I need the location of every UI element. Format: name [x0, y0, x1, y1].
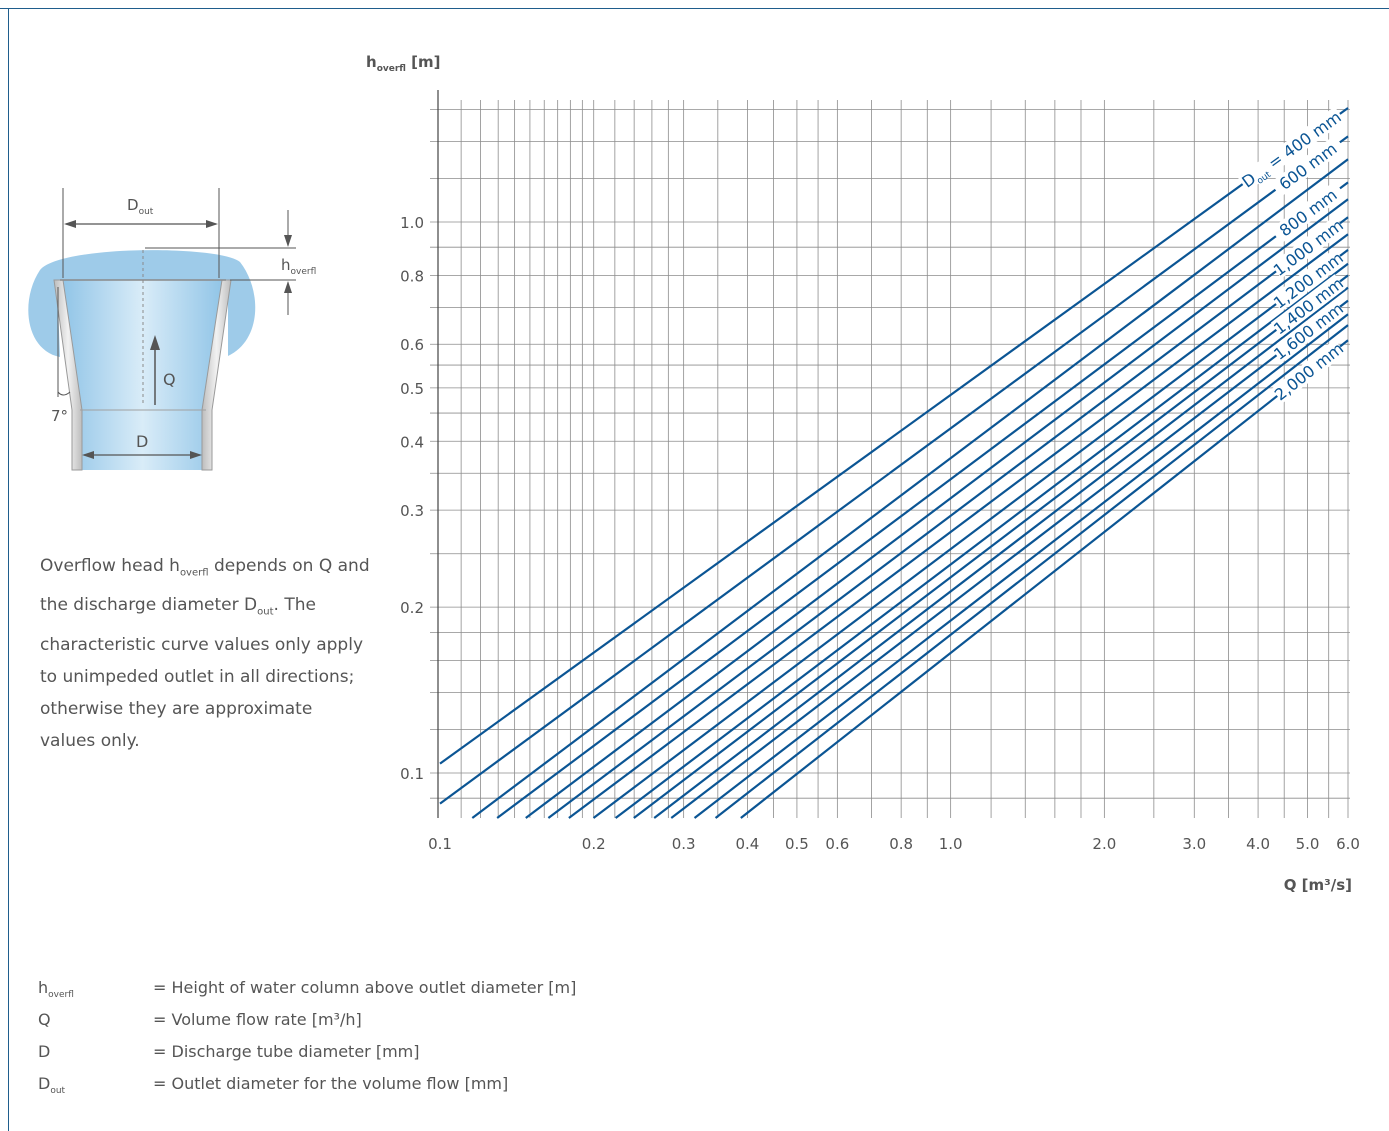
curve-line — [714, 324, 1349, 819]
y-tick-label: 0.4 — [400, 433, 424, 451]
legend-text: = Discharge tube diameter [mm] — [153, 1042, 420, 1061]
curve-line — [496, 181, 1349, 819]
curve-label-bg — [1270, 135, 1346, 197]
y-tick-label: 0.2 — [400, 599, 424, 617]
q-label: Q — [163, 370, 176, 389]
legend-text: = Volume flow rate [m³/h] — [153, 1010, 362, 1029]
x-tick-label: 0.6 — [825, 835, 849, 853]
grid-layer — [430, 90, 1350, 818]
legend-text: = Height of water column above outlet di… — [153, 978, 577, 997]
y-tick-label: 0.1 — [400, 765, 424, 783]
x-tick-label: 1.0 — [939, 835, 963, 853]
x-tick-label: 0.4 — [736, 835, 760, 853]
symbol-legend: hoverfl = Height of water column above o… — [38, 978, 576, 1106]
curve-label-bg — [1237, 106, 1346, 192]
x-tick-label: 3.0 — [1182, 835, 1206, 853]
curve-line — [439, 107, 1349, 765]
curve-line — [670, 299, 1349, 819]
legend-text: = Outlet diameter for the volume flow [m… — [153, 1074, 509, 1093]
curve-label-bg — [1271, 339, 1346, 404]
frame-top-border — [0, 8, 1389, 9]
curve-label-bg — [1270, 248, 1346, 312]
x-tick-label: 0.2 — [582, 835, 606, 853]
y-tick-label: 0.3 — [400, 502, 424, 520]
curve-line — [568, 233, 1349, 819]
water-body — [57, 280, 228, 470]
y-tick-label: 0.8 — [400, 267, 424, 285]
curves-layer — [439, 107, 1349, 819]
d-label: D — [136, 432, 148, 451]
x-tick-label: 6.0 — [1336, 835, 1360, 853]
curve-line — [693, 313, 1349, 819]
x-tick-label: 0.3 — [672, 835, 696, 853]
outlet-diagram: Dout hoverfl Q 7° D — [28, 188, 316, 471]
x-tick-label: 2.0 — [1092, 835, 1116, 853]
curve-label-bg — [1270, 274, 1346, 338]
curve-line — [439, 135, 1349, 805]
curve-line — [614, 262, 1349, 819]
legend-row: hoverfl = Height of water column above o… — [38, 978, 576, 1010]
y-tick-label: 0.6 — [400, 336, 424, 354]
x-tick-label: 5.0 — [1296, 835, 1320, 853]
overflow-head-chart: 0.1 0.2 0.3 0.4 0.5 0.6 0.8 1.0 2.0 3.0 4.0 5.0 6.0 0… — [366, 53, 1360, 894]
y-axis-title: hoverfl [m] — [366, 53, 441, 74]
curve-line — [471, 158, 1349, 819]
legend-symbol: D — [38, 1042, 51, 1061]
angle-label: 7° — [51, 407, 68, 425]
x-tick-label: 0.8 — [889, 835, 913, 853]
legend-row: Q = Volume flow rate [m³/h] — [38, 1010, 576, 1042]
h-overfl-label: hoverfl — [281, 256, 316, 277]
legend-row: Dout = Outlet diameter for the volume fl… — [38, 1074, 576, 1106]
curve-label-bg — [1270, 181, 1346, 244]
dout-label: Dout — [127, 196, 154, 217]
legend-symbol: Q — [38, 1010, 51, 1029]
x-tick-label: 0.5 — [785, 835, 809, 853]
legend-symbol-sub: out — [50, 1086, 66, 1097]
curve-line — [547, 216, 1349, 819]
x-tick-label: 0.1 — [428, 835, 452, 853]
curve-line — [525, 198, 1349, 819]
legend-symbol: h — [38, 978, 49, 997]
ticks-layer: 0.1 0.2 0.3 0.4 0.5 0.6 0.8 1.0 2.0 3.0 4.0 5.0 6.0 0… — [400, 214, 1360, 853]
water-overflow-shape — [28, 250, 256, 357]
x-axis-title: Q [m³/s] — [1284, 876, 1352, 894]
legend-symbol-sub: overfl — [48, 990, 74, 1001]
x-tick-label: 4.0 — [1246, 835, 1270, 853]
legend-row: D = Discharge tube diameter [mm] — [38, 1042, 576, 1074]
curve-line — [653, 286, 1349, 819]
legend-symbol: D — [38, 1074, 51, 1093]
curve-line — [592, 249, 1349, 819]
frame-left-border — [8, 8, 9, 1131]
curve-label-bg — [1270, 216, 1346, 279]
curve-label-bg — [1271, 299, 1346, 363]
description-paragraph: Overflow head hoverfl depends on Q and t… — [40, 556, 370, 751]
y-tick-label: 0.5 — [400, 380, 424, 398]
curve-line — [740, 339, 1349, 819]
y-tick-label: 1.0 — [400, 214, 424, 232]
curve-line — [633, 274, 1349, 819]
